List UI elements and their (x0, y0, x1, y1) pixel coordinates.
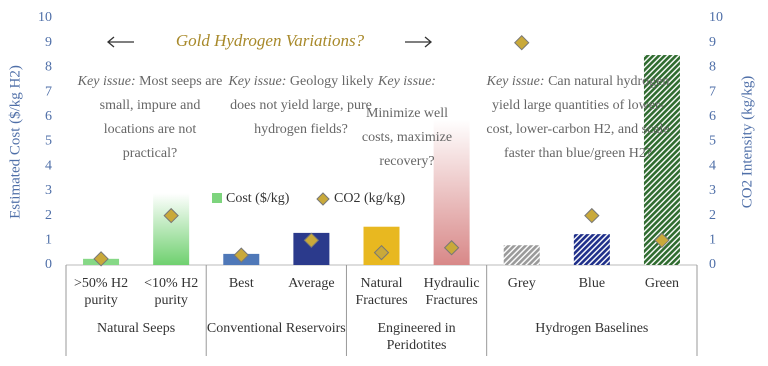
annotation-text: Geology likely does not yield large, pur… (230, 74, 374, 137)
annotation: Key issue: Most seeps are small, impure … (75, 70, 225, 166)
annotation-label: Key issue: (378, 74, 436, 89)
annotation-label: Key issue: (486, 74, 545, 89)
y-tick-label: 3 (45, 183, 52, 198)
x-tick-label: Green (644, 276, 680, 291)
arrow-left-head (106, 36, 115, 48)
x-tick-label: <10% H2 purity (144, 276, 199, 308)
group-label: Conventional Reservoirs (206, 321, 346, 336)
legend-swatch (316, 192, 330, 206)
x-tick-label: Natural Fractures (355, 276, 408, 308)
y-tick-label: 7 (45, 84, 52, 99)
y2-tick-label: 9 (709, 35, 716, 50)
y2-tick-label: 0 (709, 257, 716, 272)
bar (643, 55, 680, 265)
group-label: Hydrogen Baselines (535, 321, 649, 336)
legend-swatch (212, 193, 222, 203)
y2-tick-label: 5 (709, 134, 716, 149)
y2-tick-label: 2 (709, 208, 716, 223)
y2-tick-label: 8 (709, 60, 716, 75)
y-tick-label: 1 (45, 233, 52, 248)
annotation: Key issue: Geology likely does not yield… (228, 70, 374, 142)
y2-tick-label: 7 (709, 84, 716, 99)
y-tick-label: 5 (45, 134, 52, 149)
y-tick-label: 6 (45, 109, 52, 124)
bar (503, 245, 540, 265)
y2-tick-label: 10 (709, 10, 723, 25)
x-tick-label: Grey (507, 276, 536, 291)
x-tick-label: Average (288, 276, 335, 291)
y-tick-label: 9 (45, 35, 52, 50)
y2-axis-title: CO2 Intensity (kg/kg) (739, 76, 755, 209)
chart-title: Gold Hydrogen Variations? (176, 31, 365, 50)
bar (153, 193, 190, 265)
annotation-text: Can natural hydrogen yield large quantit… (486, 74, 670, 161)
x-tick-label: Hydraulic Fractures (423, 276, 480, 308)
y-tick-label: 2 (45, 208, 52, 223)
y-tick-label: 8 (45, 60, 52, 75)
co2-marker (303, 232, 320, 249)
y-axis-title: Estimated Cost ($/kg H2) (7, 65, 23, 219)
legend-label: Cost ($/kg) (226, 191, 290, 206)
y2-tick-label: 4 (709, 158, 716, 173)
y2-tick-label: 1 (709, 233, 716, 248)
y-tick-label: 4 (45, 158, 52, 173)
co2-marker (584, 207, 600, 224)
co2-marker (93, 251, 109, 267)
y-tick-label: 0 (45, 257, 52, 272)
annotation: Key issue: Can natural hydrogen yield la… (480, 70, 676, 166)
co2-marker (373, 244, 390, 261)
x-tick-label: Best (228, 276, 254, 291)
x-tick-label: >50% H2 purity (73, 276, 129, 308)
y-tick-label: 10 (38, 10, 52, 25)
y2-tick-label: 3 (709, 183, 716, 198)
group-label: Engineered in Peridotites (377, 321, 456, 353)
co2-marker (514, 34, 530, 51)
group-label: Natural Seeps (97, 321, 176, 336)
co2-marker (233, 247, 249, 263)
arrow-right-head (424, 36, 433, 48)
annotation-label: Key issue: (228, 74, 287, 89)
annotation-label: Key issue: (77, 74, 136, 89)
annotation: Key issue: Minimize well costs, maximize… (354, 70, 460, 174)
co2-marker (163, 207, 179, 224)
x-tick-label: Blue (578, 276, 606, 291)
y2-tick-label: 6 (709, 109, 716, 124)
legend-label: CO2 (kg/kg) (334, 191, 406, 206)
co2-marker (443, 240, 460, 256)
annotation-text: Most seeps are small, impure and locatio… (99, 74, 223, 161)
annotation-text: Minimize well costs, maximize recovery? (361, 106, 453, 169)
bar (573, 234, 610, 265)
co2-marker (654, 232, 670, 249)
